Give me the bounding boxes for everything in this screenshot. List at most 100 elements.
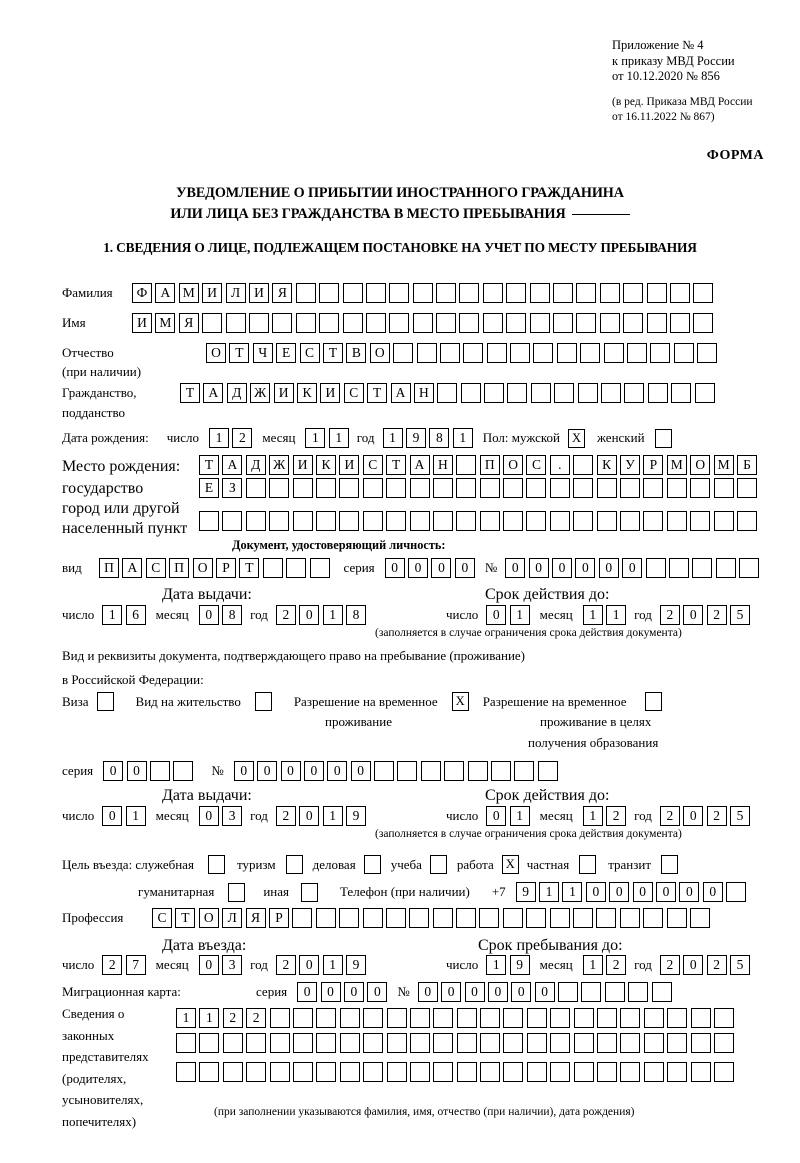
- form-cell[interactable]: [654, 428, 672, 448]
- form-cell[interactable]: [316, 1008, 337, 1028]
- form-cell[interactable]: [295, 313, 316, 333]
- form-cell[interactable]: 0: [431, 558, 452, 578]
- form-cell[interactable]: [643, 511, 664, 531]
- form-cell[interactable]: [374, 761, 395, 781]
- form-cell[interactable]: Ч: [252, 343, 273, 363]
- purpose-work-checkbox[interactable]: Х: [501, 855, 519, 874]
- form-cell[interactable]: [292, 511, 313, 531]
- form-cell[interactable]: [713, 511, 734, 531]
- form-cell[interactable]: [736, 478, 757, 498]
- form-cell[interactable]: [526, 1062, 547, 1082]
- form-cell[interactable]: 9: [346, 955, 366, 975]
- form-cell[interactable]: [484, 383, 505, 403]
- form-cell[interactable]: А: [122, 558, 143, 578]
- form-cell[interactable]: [502, 908, 523, 928]
- form-cell[interactable]: [573, 1062, 594, 1082]
- form-cell[interactable]: [599, 313, 620, 333]
- form-cell[interactable]: П: [169, 558, 190, 578]
- form-cell[interactable]: [456, 1062, 477, 1082]
- form-cell[interactable]: 1: [102, 605, 123, 625]
- form-cell[interactable]: Б: [736, 455, 757, 475]
- form-cell[interactable]: 9: [405, 428, 426, 448]
- form-cell[interactable]: [697, 343, 718, 363]
- form-cell[interactable]: Р: [268, 908, 289, 928]
- form-cell[interactable]: 0: [198, 806, 219, 826]
- form-cell[interactable]: А: [203, 383, 224, 403]
- form-cell[interactable]: [386, 1062, 407, 1082]
- form-cell[interactable]: [503, 1008, 524, 1028]
- form-cell[interactable]: 1: [382, 428, 403, 448]
- form-cell[interactable]: [389, 283, 410, 303]
- form-cell[interactable]: Т: [180, 383, 200, 403]
- form-cell[interactable]: [412, 313, 433, 333]
- form-cell[interactable]: Р: [643, 455, 664, 475]
- form-cell[interactable]: [573, 478, 594, 498]
- form-cell[interactable]: [363, 1008, 384, 1028]
- form-cell[interactable]: [690, 1008, 711, 1028]
- form-cell[interactable]: М: [178, 283, 199, 303]
- form-cell[interactable]: [429, 855, 447, 874]
- form-cell[interactable]: С: [299, 343, 320, 363]
- form-cell[interactable]: Л: [225, 283, 246, 303]
- form-cell[interactable]: 1: [322, 955, 343, 975]
- form-cell[interactable]: К: [596, 455, 617, 475]
- form-cell[interactable]: 2: [222, 1008, 243, 1028]
- form-cell[interactable]: Л: [222, 908, 243, 928]
- form-cell[interactable]: А: [390, 383, 411, 403]
- form-cell[interactable]: [577, 383, 598, 403]
- form-cell[interactable]: М: [713, 455, 734, 475]
- form-cell[interactable]: А: [155, 283, 176, 303]
- form-cell[interactable]: И: [132, 313, 152, 333]
- form-cell[interactable]: [246, 1062, 267, 1082]
- form-cell[interactable]: [690, 511, 711, 531]
- form-cell[interactable]: 2: [659, 605, 680, 625]
- form-cell[interactable]: 0: [511, 982, 532, 1002]
- form-cell[interactable]: 0: [575, 558, 596, 578]
- form-cell[interactable]: [603, 343, 624, 363]
- edu-residence-checkbox[interactable]: [644, 692, 662, 711]
- form-cell[interactable]: Ж: [269, 455, 290, 475]
- form-cell[interactable]: [199, 1062, 220, 1082]
- form-cell[interactable]: [526, 908, 547, 928]
- form-cell[interactable]: [300, 882, 318, 902]
- form-cell[interactable]: [433, 1033, 454, 1053]
- form-cell[interactable]: 2: [659, 806, 680, 826]
- form-cell[interactable]: [692, 558, 713, 578]
- form-cell[interactable]: 0: [320, 982, 341, 1002]
- form-cell[interactable]: [550, 1062, 571, 1082]
- form-cell[interactable]: [173, 761, 194, 781]
- form-cell[interactable]: [409, 478, 430, 498]
- form-cell[interactable]: 2: [606, 955, 627, 975]
- form-cell[interactable]: 1: [509, 806, 530, 826]
- form-cell[interactable]: [597, 1062, 618, 1082]
- form-cell[interactable]: [225, 313, 246, 333]
- form-cell[interactable]: 0: [486, 605, 507, 625]
- form-cell[interactable]: Т: [229, 343, 250, 363]
- form-cell[interactable]: 0: [408, 558, 429, 578]
- purpose-private-checkbox[interactable]: [579, 855, 597, 874]
- form-cell[interactable]: [558, 982, 579, 1002]
- form-cell[interactable]: [439, 343, 460, 363]
- form-cell[interactable]: [690, 1033, 711, 1053]
- form-cell[interactable]: [245, 511, 266, 531]
- form-cell[interactable]: 0: [487, 982, 508, 1002]
- form-cell[interactable]: 1: [322, 605, 343, 625]
- form-cell[interactable]: 0: [454, 558, 475, 578]
- form-cell[interactable]: [669, 283, 690, 303]
- form-cell[interactable]: 0: [585, 882, 606, 902]
- form-cell[interactable]: [620, 511, 641, 531]
- form-cell[interactable]: 0: [343, 982, 364, 1002]
- form-cell[interactable]: [596, 908, 617, 928]
- form-cell[interactable]: [365, 283, 386, 303]
- form-cell[interactable]: 1: [328, 428, 349, 448]
- form-cell[interactable]: О: [206, 343, 226, 363]
- form-cell[interactable]: [292, 478, 313, 498]
- form-cell[interactable]: [596, 511, 617, 531]
- form-cell[interactable]: [506, 283, 527, 303]
- form-cell[interactable]: [526, 478, 547, 498]
